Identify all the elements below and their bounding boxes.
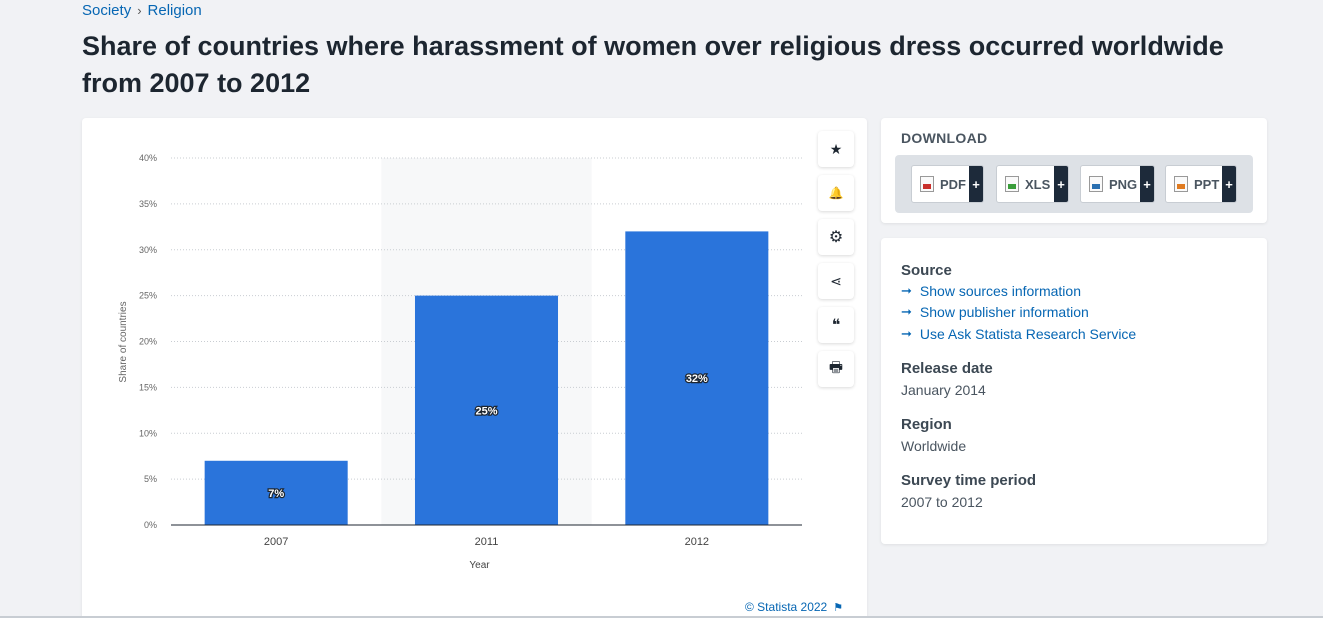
breadcrumb-separator: › [137, 3, 142, 18]
ask-statista-link[interactable]: ➞ Use Ask Statista Research Service [901, 326, 1136, 342]
pdf-icon [920, 176, 934, 192]
y-tick-label: 35% [139, 199, 157, 209]
ask-statista-label[interactable]: Use Ask Statista Research Service [919, 326, 1137, 342]
show-publisher-label[interactable]: Show publisher information [919, 304, 1089, 320]
y-tick-label: 5% [144, 474, 157, 484]
y-tick-label: 40% [139, 153, 157, 163]
show-sources-link[interactable]: ➞ Show sources information [901, 283, 1081, 299]
chart-tools: ★ 🔔 ⚙ ⋖ ❝ 🖶 [818, 131, 854, 395]
bar-data-label: 7% [268, 488, 284, 500]
png-plus-icon[interactable]: + [1140, 166, 1154, 202]
download-png-button[interactable]: PNG + [1080, 165, 1155, 203]
region-value: Worldwide [901, 438, 967, 454]
x-axis-title: Year [469, 560, 490, 571]
xls-label: XLS [1025, 176, 1051, 192]
download-pdf-button[interactable]: PDF + [911, 165, 984, 203]
arrow-right-icon: ➞ [901, 304, 912, 319]
release-date-value: January 2014 [901, 382, 986, 398]
bar [204, 460, 348, 525]
x-tick-label: 2007 [264, 536, 288, 548]
download-title: DOWNLOAD [901, 130, 988, 146]
cite-button[interactable]: ❝ [818, 307, 854, 343]
y-tick-label: 20% [139, 337, 157, 347]
printer-icon: 🖶 [828, 358, 844, 376]
xls-icon [1005, 176, 1019, 192]
ppt-icon [1174, 176, 1188, 192]
bar-data-label: 32% [686, 373, 708, 385]
download-xls-button[interactable]: XLS + [996, 165, 1069, 203]
survey-period-title: Survey time period [901, 472, 1037, 489]
bar [625, 231, 769, 525]
share-icon: ⋖ [830, 272, 842, 289]
png-icon [1089, 176, 1103, 192]
copyright-text[interactable]: © Statista 2022 [745, 600, 828, 614]
breadcrumb-religion-link[interactable]: Religion [147, 2, 202, 19]
share-button[interactable]: ⋖ [818, 263, 854, 299]
show-publisher-link[interactable]: ➞ Show publisher information [901, 304, 1089, 320]
download-card: DOWNLOAD PDF + XLS + PNG + PPT + [881, 118, 1267, 223]
arrow-right-icon: ➞ [901, 283, 912, 298]
xls-plus-icon[interactable]: + [1054, 166, 1068, 202]
y-tick-label: 10% [139, 428, 157, 438]
breadcrumb: Society › Religion [82, 2, 202, 19]
release-date-title: Release date [901, 360, 993, 377]
quote-icon: ❝ [831, 317, 841, 334]
download-ppt-button[interactable]: PPT + [1165, 165, 1237, 203]
gear-icon: ⚙ [828, 229, 844, 246]
bar [414, 295, 559, 525]
chart-card: 0% 5% 10% 15% 20% 25% 30% 35% 40% 7% 2007 25% 2011 32… [82, 118, 867, 618]
show-sources-label[interactable]: Show sources information [919, 283, 1081, 299]
bell-icon: 🔔 [828, 186, 844, 200]
y-tick-label: 15% [139, 382, 157, 392]
survey-period-value: 2007 to 2012 [901, 494, 983, 510]
favorite-button[interactable]: ★ [818, 131, 854, 167]
arrow-right-icon: ➞ [901, 326, 912, 341]
notification-button[interactable]: 🔔 [818, 175, 854, 211]
y-tick-label: 25% [139, 291, 157, 301]
y-tick-label: 30% [139, 245, 157, 255]
pdf-label: PDF [940, 176, 966, 192]
y-tick-label: 0% [144, 520, 157, 530]
page-title: Share of countries where harassment of w… [82, 31, 1224, 98]
bar-chart: 0% 5% 10% 15% 20% 25% 30% 35% 40% 7% 2007 25% 2011 32… [118, 153, 802, 571]
print-button[interactable]: 🖶 [818, 351, 854, 387]
y-axis-title: Share of countries [118, 301, 129, 382]
ppt-label: PPT [1194, 176, 1220, 192]
x-tick-label: 2011 [475, 536, 499, 548]
page-bottom-divider [0, 616, 1323, 618]
pdf-plus-icon[interactable]: + [969, 166, 983, 202]
flag-icon[interactable]: ⚑ [833, 601, 844, 614]
ppt-plus-icon[interactable]: + [1222, 166, 1236, 202]
source-title: Source [901, 262, 952, 279]
info-card: Source ➞ Show sources information ➞ Show… [881, 238, 1267, 544]
star-icon: ★ [829, 140, 843, 157]
png-label: PNG [1109, 176, 1138, 192]
breadcrumb-society-link[interactable]: Society [82, 2, 132, 19]
x-tick-label: 2012 [685, 536, 709, 548]
download-bar: PDF + XLS + PNG + PPT + [895, 155, 1253, 213]
statista-copyright[interactable]: © Statista 2022 ⚑ [745, 600, 843, 614]
bar-data-label: 25% [475, 405, 497, 417]
region-title: Region [901, 416, 952, 433]
settings-button[interactable]: ⚙ [818, 219, 854, 255]
